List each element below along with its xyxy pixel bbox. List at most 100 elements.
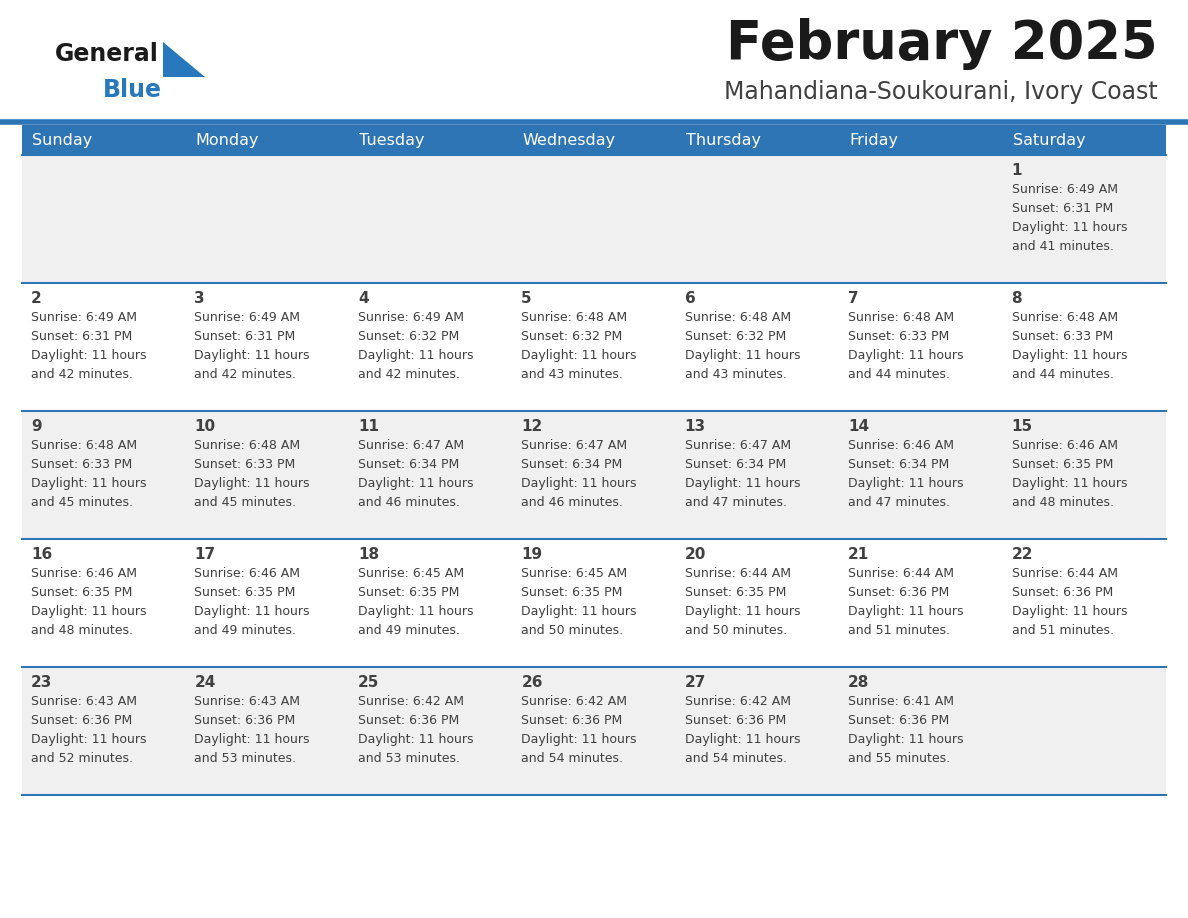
Text: 12: 12 (522, 419, 543, 434)
Text: Sunrise: 6:43 AM: Sunrise: 6:43 AM (31, 695, 137, 708)
Text: Sunset: 6:35 PM: Sunset: 6:35 PM (522, 586, 623, 599)
Text: 20: 20 (684, 547, 706, 562)
Text: Daylight: 11 hours: Daylight: 11 hours (195, 605, 310, 618)
Text: Mahandiana-Soukourani, Ivory Coast: Mahandiana-Soukourani, Ivory Coast (725, 80, 1158, 104)
Text: Daylight: 11 hours: Daylight: 11 hours (358, 477, 473, 490)
Text: Daylight: 11 hours: Daylight: 11 hours (1011, 477, 1127, 490)
Text: Daylight: 11 hours: Daylight: 11 hours (31, 733, 146, 746)
Text: Sunset: 6:36 PM: Sunset: 6:36 PM (195, 714, 296, 727)
Text: Sunset: 6:36 PM: Sunset: 6:36 PM (358, 714, 459, 727)
Text: Sunset: 6:36 PM: Sunset: 6:36 PM (522, 714, 623, 727)
Bar (23, 539, 1165, 667)
Text: Sunset: 6:34 PM: Sunset: 6:34 PM (358, 458, 459, 471)
Bar (1003, 125, 1165, 155)
Bar (23, 283, 1165, 411)
Polygon shape (163, 42, 206, 77)
Text: Sunset: 6:31 PM: Sunset: 6:31 PM (1011, 202, 1113, 215)
Text: 3: 3 (195, 291, 206, 306)
Text: Sunrise: 6:48 AM: Sunrise: 6:48 AM (1011, 311, 1118, 324)
Text: Daylight: 11 hours: Daylight: 11 hours (31, 477, 146, 490)
Text: Friday: Friday (849, 132, 898, 148)
Text: and 47 minutes.: and 47 minutes. (848, 496, 950, 509)
Text: 5: 5 (522, 291, 532, 306)
Text: and 48 minutes.: and 48 minutes. (1011, 496, 1113, 509)
Text: Daylight: 11 hours: Daylight: 11 hours (358, 733, 473, 746)
Text: Sunrise: 6:44 AM: Sunrise: 6:44 AM (1011, 567, 1118, 580)
Text: Sunset: 6:36 PM: Sunset: 6:36 PM (1011, 586, 1113, 599)
Text: Sunrise: 6:42 AM: Sunrise: 6:42 AM (684, 695, 791, 708)
Text: 8: 8 (1011, 291, 1022, 306)
Text: Sunrise: 6:45 AM: Sunrise: 6:45 AM (358, 567, 465, 580)
Text: Sunset: 6:32 PM: Sunset: 6:32 PM (684, 330, 786, 343)
Text: and 46 minutes.: and 46 minutes. (358, 496, 460, 509)
Text: and 50 minutes.: and 50 minutes. (522, 624, 624, 637)
Text: Daylight: 11 hours: Daylight: 11 hours (1011, 605, 1127, 618)
Text: and 42 minutes.: and 42 minutes. (358, 368, 460, 381)
Text: Sunrise: 6:49 AM: Sunrise: 6:49 AM (195, 311, 301, 324)
Text: Wednesday: Wednesday (523, 132, 615, 148)
Text: 17: 17 (195, 547, 215, 562)
Bar (185, 125, 349, 155)
Text: 27: 27 (684, 675, 706, 690)
Text: and 49 minutes.: and 49 minutes. (358, 624, 460, 637)
Text: Sunset: 6:35 PM: Sunset: 6:35 PM (31, 586, 132, 599)
Text: Daylight: 11 hours: Daylight: 11 hours (848, 349, 963, 362)
Text: and 50 minutes.: and 50 minutes. (684, 624, 786, 637)
Text: Sunset: 6:35 PM: Sunset: 6:35 PM (1011, 458, 1113, 471)
Text: 15: 15 (1011, 419, 1032, 434)
Text: Blue: Blue (103, 78, 162, 102)
Text: Monday: Monday (196, 132, 259, 148)
Text: 16: 16 (31, 547, 52, 562)
Text: 1: 1 (1011, 163, 1022, 178)
Text: Daylight: 11 hours: Daylight: 11 hours (358, 605, 473, 618)
Text: 23: 23 (31, 675, 52, 690)
Text: Sunset: 6:36 PM: Sunset: 6:36 PM (848, 586, 949, 599)
Text: Sunrise: 6:46 AM: Sunrise: 6:46 AM (31, 567, 137, 580)
Text: Daylight: 11 hours: Daylight: 11 hours (684, 477, 801, 490)
Text: and 51 minutes.: and 51 minutes. (848, 624, 950, 637)
Text: Sunset: 6:35 PM: Sunset: 6:35 PM (684, 586, 786, 599)
Text: Daylight: 11 hours: Daylight: 11 hours (684, 733, 801, 746)
Text: and 42 minutes.: and 42 minutes. (195, 368, 296, 381)
Text: Daylight: 11 hours: Daylight: 11 hours (195, 477, 310, 490)
Text: Daylight: 11 hours: Daylight: 11 hours (31, 605, 146, 618)
Text: Daylight: 11 hours: Daylight: 11 hours (522, 349, 637, 362)
Text: 25: 25 (358, 675, 379, 690)
Text: Sunrise: 6:46 AM: Sunrise: 6:46 AM (195, 567, 301, 580)
Text: Sunset: 6:34 PM: Sunset: 6:34 PM (684, 458, 786, 471)
Text: 14: 14 (848, 419, 870, 434)
Text: 4: 4 (358, 291, 368, 306)
Text: Sunset: 6:31 PM: Sunset: 6:31 PM (31, 330, 132, 343)
Text: General: General (55, 42, 159, 66)
Text: and 44 minutes.: and 44 minutes. (848, 368, 950, 381)
Text: 9: 9 (31, 419, 42, 434)
Text: Thursday: Thursday (685, 132, 760, 148)
Text: Daylight: 11 hours: Daylight: 11 hours (684, 349, 801, 362)
Text: Sunset: 6:32 PM: Sunset: 6:32 PM (358, 330, 459, 343)
Text: and 49 minutes.: and 49 minutes. (195, 624, 296, 637)
Bar (676, 125, 839, 155)
Text: Sunset: 6:34 PM: Sunset: 6:34 PM (522, 458, 623, 471)
Text: February 2025: February 2025 (726, 18, 1158, 70)
Text: and 48 minutes.: and 48 minutes. (31, 624, 133, 637)
Text: and 51 minutes.: and 51 minutes. (1011, 624, 1113, 637)
Text: Daylight: 11 hours: Daylight: 11 hours (31, 349, 146, 362)
Text: 26: 26 (522, 675, 543, 690)
Text: and 46 minutes.: and 46 minutes. (522, 496, 624, 509)
Text: 22: 22 (1011, 547, 1034, 562)
Text: and 47 minutes.: and 47 minutes. (684, 496, 786, 509)
Text: and 55 minutes.: and 55 minutes. (848, 752, 950, 765)
Text: Daylight: 11 hours: Daylight: 11 hours (848, 477, 963, 490)
Text: Sunrise: 6:46 AM: Sunrise: 6:46 AM (848, 439, 954, 452)
Text: Daylight: 11 hours: Daylight: 11 hours (522, 477, 637, 490)
Text: Sunrise: 6:48 AM: Sunrise: 6:48 AM (684, 311, 791, 324)
Text: 2: 2 (31, 291, 42, 306)
Bar (512, 125, 676, 155)
Text: Sunrise: 6:49 AM: Sunrise: 6:49 AM (358, 311, 463, 324)
Text: and 44 minutes.: and 44 minutes. (1011, 368, 1113, 381)
Text: and 53 minutes.: and 53 minutes. (358, 752, 460, 765)
Text: 6: 6 (684, 291, 695, 306)
Text: Sunrise: 6:44 AM: Sunrise: 6:44 AM (684, 567, 791, 580)
Text: Sunrise: 6:48 AM: Sunrise: 6:48 AM (31, 439, 137, 452)
Text: Daylight: 11 hours: Daylight: 11 hours (684, 605, 801, 618)
